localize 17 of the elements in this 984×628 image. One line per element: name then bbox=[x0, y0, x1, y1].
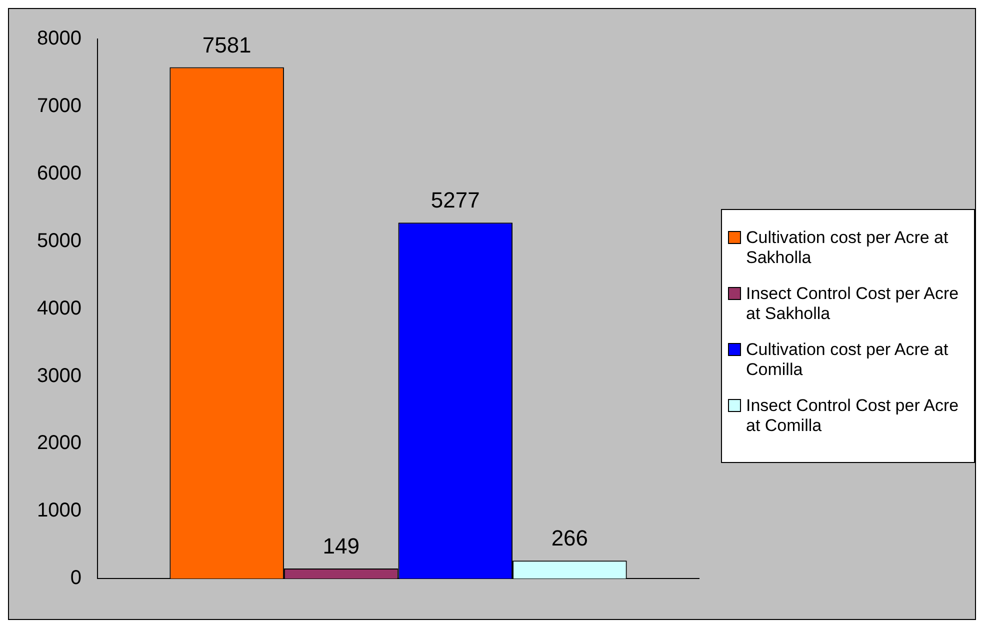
y-tick-label: 3000 bbox=[36, 364, 82, 387]
data-label: 266 bbox=[551, 526, 588, 551]
data-label: 149 bbox=[322, 534, 360, 559]
legend-label: Cultivation cost per Acre at Sakholla bbox=[746, 228, 950, 268]
y-tick-label: 4000 bbox=[36, 297, 82, 320]
legend-label: Insect Control Cost per Acre at Comilla bbox=[746, 396, 960, 436]
data-label: 5277 bbox=[430, 188, 480, 213]
y-tick-label: 2000 bbox=[36, 432, 82, 454]
y-tick-label: 0 bbox=[70, 567, 82, 590]
y-tick-label: 6000 bbox=[36, 162, 82, 184]
y-tick-label: 1000 bbox=[36, 500, 82, 522]
legend-label: Insect Control Cost per Acre at Sakholla bbox=[746, 284, 960, 324]
legend-label: Cultivation cost per Acre at Comilla bbox=[746, 340, 950, 380]
y-tick-label: 5000 bbox=[36, 230, 82, 252]
y-tick-label: 7000 bbox=[36, 94, 82, 117]
data-label: 7581 bbox=[202, 32, 252, 58]
y-tick-label: 8000 bbox=[36, 28, 82, 50]
